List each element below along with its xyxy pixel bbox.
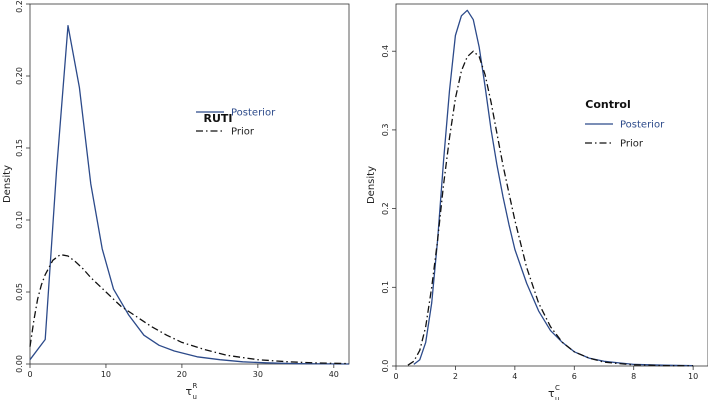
y-tick-label: 0.05	[15, 283, 24, 301]
x-axis-label-subscript: u	[193, 393, 197, 400]
legend-title: RUTI	[204, 112, 233, 125]
x-axis-label-symbol: τ	[186, 385, 193, 398]
y-axis-label: Density	[2, 165, 13, 203]
legend: Control Posterior Prior	[585, 98, 665, 150]
y-tick-label: 0.0	[381, 360, 390, 373]
y-tick-label: 0.3	[381, 124, 390, 137]
y-tick-label: 0.15	[15, 139, 24, 157]
x-tick-label: 8	[631, 372, 636, 381]
legend-label-prior: Prior	[231, 127, 255, 138]
x-tick-label: 0	[27, 370, 32, 379]
y-tick-label: 0.20	[15, 67, 24, 85]
chart-1: 0.0 0.1 0.2 0.3 0.4 0 2 4 6 8 10 Density τ Cu Control P…	[366, 3, 708, 400]
x-tick-label: 6	[572, 372, 577, 381]
y-axis-label: Density	[366, 166, 377, 204]
series-line-posterior	[29, 24, 350, 365]
x-axis-label: τ Ru	[186, 382, 198, 400]
x-tick-label: 40	[329, 370, 339, 379]
legend-label-posterior: Posterior	[620, 120, 665, 131]
x-tick-label: 20	[177, 370, 187, 379]
x-tick-label: 30	[253, 370, 263, 379]
legend-label-prior: Prior	[620, 139, 644, 150]
y-tick-label: 0.4	[381, 45, 390, 58]
x-axis-label-superscript: R	[193, 382, 198, 390]
x-axis-label-superscript: C	[555, 384, 560, 392]
x-axis-label-symbol: τ	[548, 387, 555, 400]
x-tick-label: 10	[101, 370, 111, 379]
series-line-prior	[407, 50, 694, 367]
x-axis-label-subscript: u	[555, 395, 559, 400]
legend-label-posterior: Posterior	[231, 108, 276, 119]
x-tick-label: 0	[393, 372, 398, 381]
x-axis-label: τ Cu	[548, 384, 560, 400]
legend-title: Control	[585, 98, 630, 111]
x-tick-label: 4	[512, 372, 517, 381]
y-tick-label: 0.2	[381, 202, 390, 215]
series-line-prior	[29, 253, 350, 365]
x-tick-label: 2	[453, 372, 458, 381]
y-tick-label: 0.10	[15, 211, 24, 229]
plot-frame	[29, 3, 350, 365]
plot-frame	[395, 3, 708, 367]
y-tick-label: 0.25	[15, 0, 24, 13]
series-line-posterior	[413, 9, 694, 367]
y-tick-label: 0.1	[381, 281, 390, 294]
chart-0: 0.00 0.05 0.10 0.15 0.20 0.25 0 10 20 30 40 Density…	[2, 0, 350, 400]
x-tick-label: 10	[688, 372, 698, 381]
y-tick-label: 0.00	[15, 355, 24, 373]
